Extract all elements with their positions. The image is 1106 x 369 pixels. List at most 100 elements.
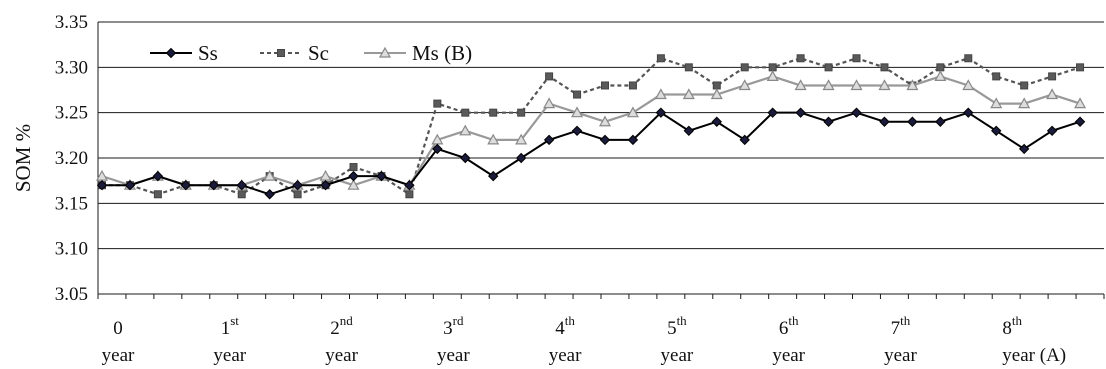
data-point <box>1076 63 1085 72</box>
data-point <box>1018 97 1031 109</box>
x-tick-ordinal-suffix: rd <box>453 313 464 328</box>
data-point <box>96 179 108 191</box>
data-point <box>794 79 807 91</box>
data-point <box>292 179 303 191</box>
data-point <box>628 81 637 90</box>
data-point <box>795 107 806 118</box>
x-tick-label: 2nd <box>330 313 353 339</box>
data-point <box>879 116 890 127</box>
data-point <box>880 63 889 72</box>
x-tick-number: 4 <box>555 318 565 339</box>
y-tick-label: 3.15 <box>55 193 88 214</box>
legend-swatch-marker <box>277 49 285 57</box>
x-tick-ordinal-suffix: th <box>900 313 911 328</box>
data-point <box>432 143 443 155</box>
x-tick-ordinal-suffix: th <box>788 313 799 328</box>
data-point <box>1046 88 1059 100</box>
data-point <box>991 125 1002 137</box>
data-point <box>1020 81 1029 90</box>
legend-label: Sc <box>308 41 329 65</box>
x-tick-ordinal-suffix: th <box>565 313 576 328</box>
x-tick-label-group: 0 year <box>102 318 135 366</box>
data-point <box>822 79 835 91</box>
legend-item: Ms (B) <box>364 41 472 65</box>
x-tick-number: 3 <box>443 318 453 339</box>
data-point <box>515 152 527 164</box>
x-tick-sub-label: year <box>549 345 582 366</box>
data-point <box>906 79 919 91</box>
x-tick-sub-label: year <box>772 345 805 366</box>
data-point <box>208 179 219 191</box>
data-point <box>654 88 667 100</box>
y-tick-labels: 3.05 3.10 3.15 3.20 3.25 3.30 3.35 <box>55 12 88 305</box>
x-tick-label-group: 6th year <box>772 313 805 366</box>
y-axis-title: SOM % <box>11 124 35 192</box>
x-tick-number: 7 <box>891 318 901 339</box>
data-point <box>543 97 556 109</box>
data-point <box>571 106 584 118</box>
data-point <box>488 170 499 182</box>
data-point <box>682 88 695 100</box>
data-point <box>515 133 528 145</box>
data-point <box>487 133 500 145</box>
data-point <box>963 107 974 118</box>
x-tick-sub-label: year <box>102 345 135 366</box>
data-point <box>626 106 639 118</box>
x-tick-label-group: 3rd year <box>437 313 470 366</box>
legend-item: Sc <box>260 41 329 65</box>
data-point <box>405 190 414 199</box>
data-point <box>990 97 1003 109</box>
x-tick-ordinal-suffix: th <box>677 313 688 328</box>
data-point <box>517 108 526 117</box>
data-point <box>601 81 609 90</box>
data-point <box>852 54 861 63</box>
series-sc <box>98 54 1085 199</box>
x-tick-label: 6th <box>779 313 799 339</box>
x-tick-sub-label: year <box>884 345 917 366</box>
data-point <box>152 170 164 182</box>
x-tick-label: 0 <box>113 318 123 339</box>
data-point <box>907 116 918 127</box>
data-point <box>851 107 862 118</box>
x-tick-label-group: 4th year <box>549 313 582 366</box>
data-point <box>349 163 358 172</box>
data-point <box>263 169 276 181</box>
data-point <box>964 54 973 63</box>
x-tick-label: 3rd <box>443 313 464 339</box>
data-point <box>992 72 1001 81</box>
x-tick-label: 1st <box>221 313 240 339</box>
x-tick-sub-label: year (A) <box>1002 345 1066 366</box>
legend-label: Ms (B) <box>412 41 472 65</box>
series-lines <box>95 54 1087 200</box>
data-point <box>936 63 945 72</box>
legend-label: Ss <box>198 41 218 65</box>
data-point <box>710 88 723 100</box>
data-point <box>347 178 360 190</box>
data-point <box>404 179 415 191</box>
data-point <box>767 107 778 118</box>
data-point <box>711 116 722 127</box>
data-point <box>153 190 162 199</box>
data-point <box>1074 97 1087 109</box>
data-point <box>124 179 136 191</box>
y-tick-label: 3.10 <box>55 239 88 260</box>
data-point <box>1048 72 1057 81</box>
x-tick-label: 5th <box>667 313 687 339</box>
data-point <box>433 99 442 108</box>
data-point <box>768 63 777 72</box>
y-tick-label: 3.30 <box>55 57 88 78</box>
data-point <box>656 54 665 63</box>
data-point <box>738 79 751 91</box>
legend-swatch-marker <box>165 47 177 59</box>
data-point <box>180 179 192 191</box>
data-point <box>850 79 863 91</box>
data-point <box>461 108 470 117</box>
x-tick-number: 8 <box>1002 318 1012 339</box>
data-point <box>460 152 471 164</box>
x-tick-ordinal-suffix: th <box>1012 313 1023 328</box>
data-point <box>598 115 612 127</box>
x-tick-number: 2 <box>330 318 340 339</box>
x-tick-ordinal-suffix: nd <box>340 313 354 328</box>
data-point <box>740 63 749 72</box>
data-point <box>878 79 891 91</box>
